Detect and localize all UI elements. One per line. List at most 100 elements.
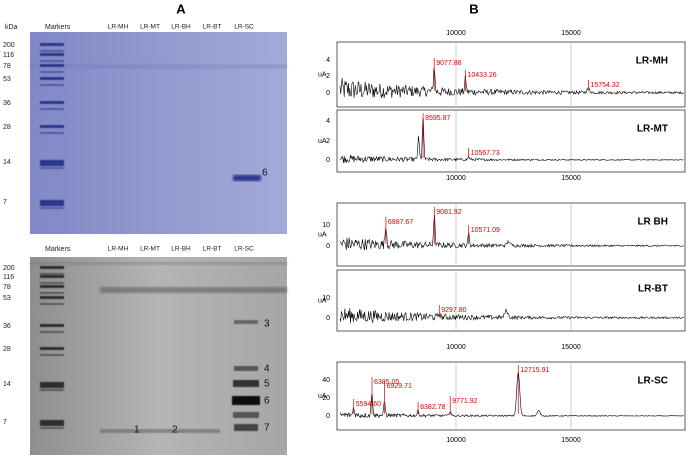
marker-size: 14 [3, 381, 11, 388]
spectrum-name: LR-MT [637, 124, 668, 135]
ladder-band [40, 347, 64, 350]
panel-label: B [469, 1, 478, 16]
gel-band [100, 287, 287, 293]
band-label: 5 [264, 379, 270, 390]
x-tick-label: 10000 [446, 344, 466, 351]
spectrum-trace [339, 371, 684, 419]
marker-size: 7 [3, 199, 7, 206]
lane-label: LR-MT [140, 246, 160, 253]
y-tick-label: 2 [326, 138, 330, 145]
peak-label: 5594.60 [356, 401, 381, 408]
marker-size: 36 [3, 323, 11, 330]
y-tick-label: 10 [322, 295, 330, 302]
y-tick-label: 40 [322, 377, 330, 384]
ladder-band [40, 331, 64, 333]
spectrum-trace [339, 214, 684, 251]
peak-label: 12715.91 [520, 367, 549, 374]
y-unit: uA [318, 71, 327, 78]
peak-label: 6385.05 [374, 379, 399, 386]
band-label: 3 [264, 319, 270, 330]
marker-size: 14 [3, 159, 11, 166]
y-tick-label: 4 [326, 118, 330, 125]
y-tick-label: 0 [326, 90, 330, 97]
peak-label: 10567.73 [471, 150, 500, 157]
ladder-band [40, 108, 64, 110]
band-label: 2 [172, 425, 178, 436]
y-tick-label: 4 [326, 57, 330, 64]
marker-size: 36 [3, 100, 11, 107]
ladder-band [40, 275, 64, 278]
panel-label: A [176, 1, 186, 16]
peak-label: 15754.32 [590, 82, 619, 89]
band-label: 7 [264, 423, 270, 434]
y-unit: uA [318, 297, 327, 304]
y-unit: uA [318, 393, 327, 400]
y-tick-label: 2 [326, 73, 330, 80]
spectrum-frame [336, 202, 686, 267]
y-tick-label: 0 [326, 157, 330, 164]
spectrum-frame [336, 41, 686, 108]
gel-band [233, 175, 261, 181]
peak-label: 6987.67 [388, 219, 413, 226]
ladder-band [40, 296, 64, 299]
spectrum-trace [339, 118, 684, 164]
x-tick-label: 15000 [561, 437, 581, 444]
marker-size: 78 [3, 284, 11, 291]
peak-label: 10433.26 [468, 72, 497, 79]
spectrum-name: LR-MH [636, 56, 668, 67]
y-tick-label: 0 [326, 243, 330, 250]
ladder-band [40, 43, 64, 46]
marker-size: 7 [3, 419, 7, 426]
band-label: 6 [262, 168, 268, 179]
marker-size: 28 [3, 124, 11, 131]
band-label: 6 [264, 396, 270, 407]
spectrum-frame [336, 269, 686, 332]
band-label: 4 [264, 364, 270, 375]
x-tick-label: 10000 [446, 437, 466, 444]
ladder-band [40, 266, 64, 269]
ladder-band [40, 200, 64, 206]
lane-label: LR-SC [234, 24, 254, 31]
ladder-band [40, 354, 64, 356]
gel-coomassie [30, 32, 287, 234]
ladder-band [40, 389, 64, 391]
ladder-band [40, 382, 64, 388]
y-tick-label: 20 [322, 395, 330, 402]
peak-label: 9081.92 [436, 209, 461, 216]
peak-label: 9077.88 [436, 60, 461, 67]
ladder-band [40, 50, 64, 52]
y-unit: uA [318, 138, 327, 145]
ladder [40, 266, 64, 429]
ladder-band [40, 420, 64, 426]
spectrum-name: LR-SC [637, 376, 668, 387]
ladder-band [40, 427, 64, 429]
ladder-band [40, 324, 64, 327]
peak-label: 9771.92 [452, 398, 477, 405]
x-tick-label: 15000 [561, 30, 581, 37]
peak-label: 6929.71 [387, 383, 412, 390]
marker-size: 53 [3, 295, 11, 302]
spectrum-frame [336, 109, 686, 173]
lane-label: LR-BH [171, 246, 191, 253]
unit-label: kDa [5, 24, 18, 31]
markers-label: Markers [45, 24, 71, 31]
lane-label: LR-BH [171, 24, 191, 31]
spectrum-trace [339, 68, 684, 99]
y-tick-label: 10 [322, 222, 330, 229]
ladder-band [40, 207, 64, 209]
peak-label: 10571.09 [471, 227, 500, 234]
lane-label: LR-MT [140, 24, 160, 31]
gel-band [30, 262, 287, 265]
peak-label: 8382.78 [420, 404, 445, 411]
band-label: 1 [134, 425, 140, 436]
y-unit: uA [318, 231, 327, 238]
ladder-band [40, 160, 64, 166]
x-tick-label: 15000 [561, 175, 581, 182]
gel-band [30, 64, 287, 69]
lane-label: LR-MH [108, 246, 129, 253]
spectrum-name: LR-BT [638, 284, 668, 295]
ladder-band [40, 64, 64, 67]
ladder-band [40, 273, 64, 275]
spectrum-trace [339, 308, 684, 324]
marker-size: 116 [3, 52, 14, 59]
